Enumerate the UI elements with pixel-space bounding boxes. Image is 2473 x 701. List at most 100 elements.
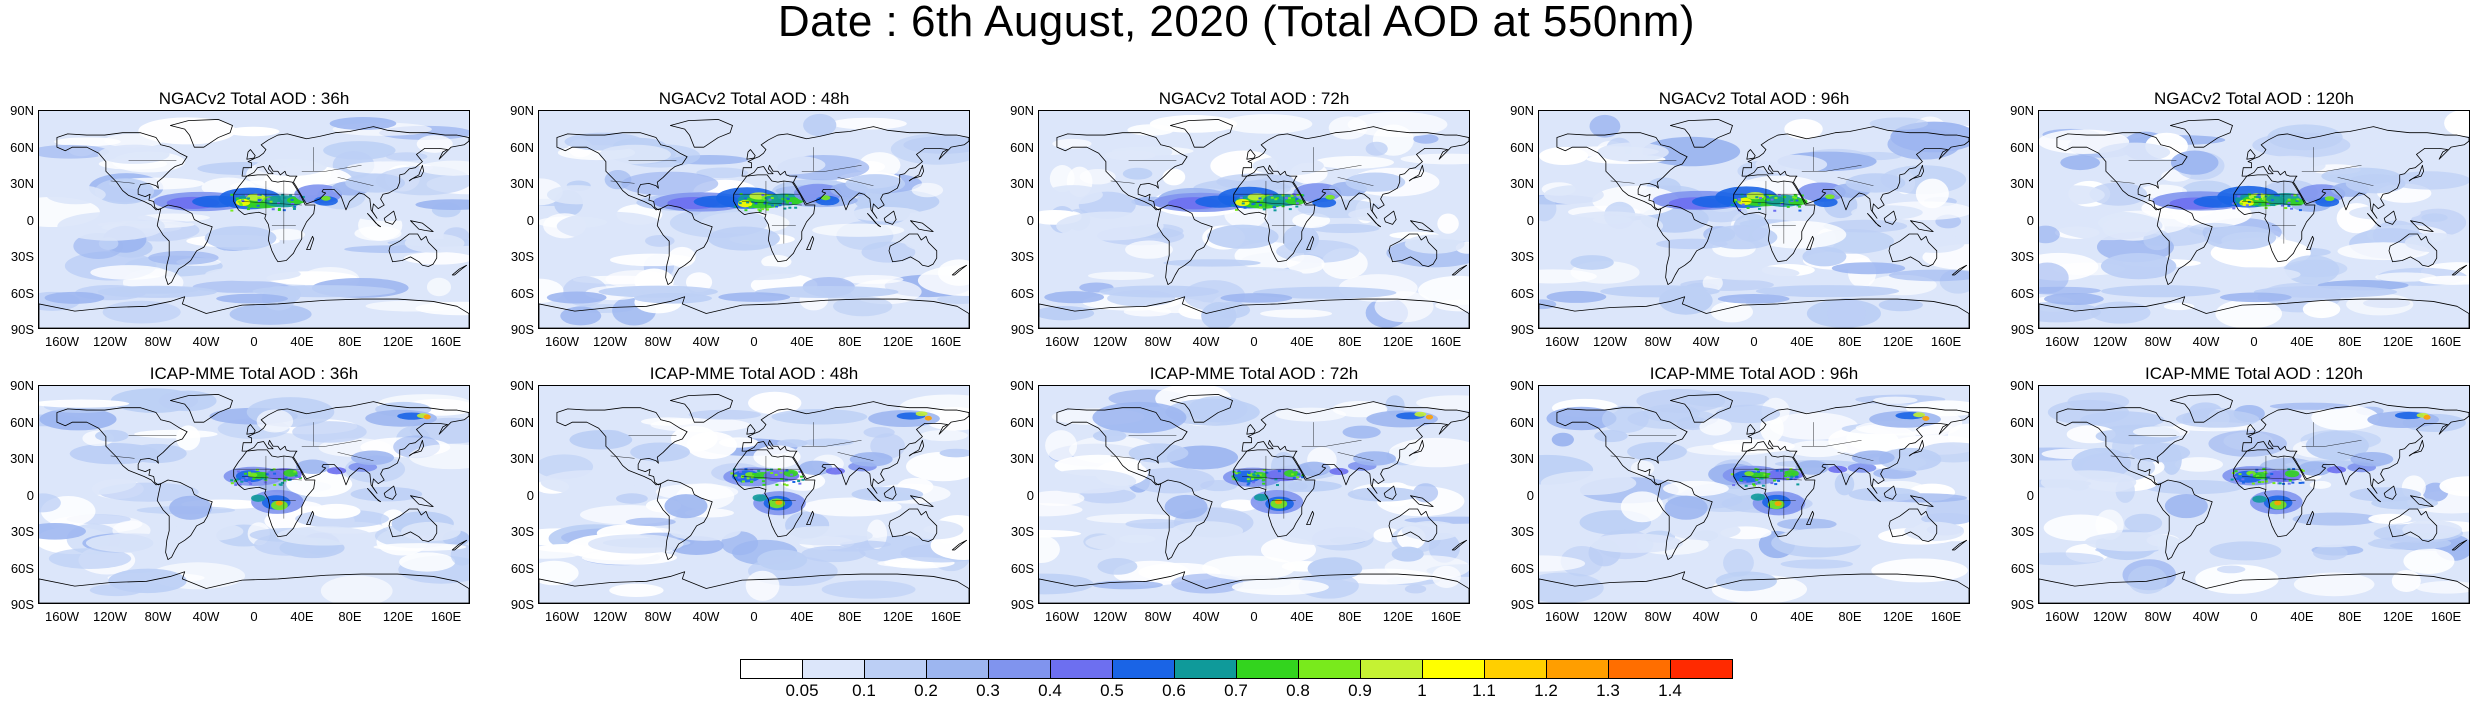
aod-map-svg	[1539, 386, 1969, 603]
latitude-tick-label: 60S	[1010, 560, 1034, 576]
map-panel: ICAP-MME Total AOD : 48h 90N 60N 30N 0 30S 60S…	[510, 364, 978, 625]
map-panel: NGACv2 Total AOD : 36h 90N 60N 30N 0 30S 60S 90…	[10, 90, 478, 350]
longitude-tick-label: 120W	[593, 334, 627, 349]
colorbar-swatch	[1670, 659, 1733, 679]
longitude-tick-label: 80W	[2144, 334, 2172, 349]
country-borders	[2110, 147, 2374, 244]
colorbar-swatch	[1174, 659, 1237, 679]
latitude-tick-label: 30N	[10, 451, 34, 466]
longitude-tick-label: 0	[2250, 609, 2258, 624]
colorbar-label: 1	[1417, 681, 1427, 700]
colorbar-swatch	[1608, 659, 1671, 679]
latitude-tick-label: 90S	[10, 597, 34, 612]
panel-title: ICAP-MME Total AOD : 36h	[149, 364, 359, 383]
colorbar-swatch	[1360, 659, 1423, 679]
longitude-tick-label: 120W	[1593, 609, 1627, 624]
latitude-tick-label: 30N	[1510, 451, 1534, 466]
panel-title: NGACv2 Total AOD : 120h	[2153, 89, 2354, 108]
colorbar-swatch	[740, 659, 803, 679]
longitude-tick-label: 0	[2250, 334, 2258, 349]
coastlines	[1039, 119, 1469, 328]
latitude-tick-label: 60N	[1010, 139, 1034, 155]
latitude-tick-label: 90S	[1510, 322, 1534, 337]
aod-plumes	[2040, 411, 2463, 552]
longitude-tick-label: 80E	[1838, 609, 1862, 624]
longitude-tick-label: 40W	[1192, 334, 1220, 349]
map-panel: NGACv2 Total AOD : 72h 90N 60N 30N 0 30S 60S 90…	[1010, 90, 1478, 350]
map-panel: ICAP-MME Total AOD : 96h 90N 60N 30N 0 30S 60S…	[1510, 365, 1978, 625]
longitude-tick-label: 120E	[1882, 334, 1914, 349]
longitude-tick-label: 40E	[1290, 334, 1314, 349]
latitude-tick-label: 30N	[510, 451, 534, 466]
longitude-tick-label: 80W	[644, 609, 672, 624]
latitude-tick-label: 60S	[2010, 285, 2034, 301]
map-panel: ICAP-MME Total AOD : 120h 90N 60N 30N 0 30S 60…	[2010, 365, 2473, 625]
longitude-tick-label: 120E	[882, 609, 914, 624]
aod-background-field	[539, 386, 969, 603]
colorbar-swatch	[1050, 659, 1113, 679]
longitude-tick-label: 80W	[644, 334, 672, 349]
latitude-tick-label: 60S	[1010, 285, 1034, 301]
colorbar-swatch	[1546, 659, 1609, 679]
latitude-tick-label: 0	[1026, 212, 1034, 228]
longitude-tick-label: 120E	[1382, 609, 1414, 624]
longitude-tick-label: 80E	[2338, 609, 2362, 624]
latitude-tick-label: 60N	[10, 414, 34, 430]
latitude-tick-label: 30N	[1010, 176, 1034, 191]
longitude-tick-label: 120W	[1593, 334, 1627, 349]
country-borders	[110, 147, 374, 244]
latitude-tick-label: 90N	[10, 378, 34, 393]
longitude-tick-label: 160W	[1545, 334, 1579, 349]
latitude-tick-label: 30S	[10, 524, 34, 539]
longitude-tick-label: 80W	[1144, 609, 1172, 624]
coastlines	[1539, 394, 1969, 603]
latitude-tick-label: 90S	[10, 322, 34, 337]
world-map	[1538, 385, 1970, 604]
latitude-tick-label: 90S	[2010, 322, 2034, 337]
coastlines	[39, 394, 469, 603]
longitude-tick-label: 160W	[1045, 609, 1079, 624]
latitude-tick-label: 30S	[510, 524, 534, 539]
longitude-tick-label: 0	[1750, 609, 1758, 624]
latitude-tick-label: 0	[1526, 487, 1534, 503]
longitude-tick-label: 80E	[338, 334, 362, 349]
longitude-tick-label: 40E	[790, 609, 814, 624]
colorbar-label: 0.4	[1038, 681, 1062, 700]
latitude-tick-label: 30S	[2010, 249, 2034, 264]
map-panel: NGACv2 Total AOD : 120h 90N 60N 30N 0 30S 60S 9…	[2010, 89, 2473, 350]
latitude-tick-label: 30S	[510, 249, 534, 264]
world-map	[2038, 385, 2470, 604]
aod-plumes	[1544, 142, 1965, 304]
aod-plumes	[1540, 410, 1965, 553]
latitude-tick-label: 90S	[510, 322, 534, 337]
country-borders	[1610, 422, 1874, 519]
latitude-tick-label: 90N	[510, 378, 534, 393]
world-map	[1038, 110, 1470, 329]
colorbar-label: 0.5	[1100, 681, 1124, 700]
longitude-tick-label: 40W	[192, 334, 220, 349]
longitude-tick-label: 0	[250, 609, 258, 624]
map-panel: ICAP-MME Total AOD : 72h 90N 60N 30N 0 30S 60S…	[1010, 365, 1478, 625]
longitude-tick-label: 160W	[2045, 609, 2079, 624]
aod-plumes	[40, 409, 461, 553]
world-map	[538, 110, 970, 329]
colorbar-swatch	[1236, 659, 1299, 679]
longitude-tick-label: 80W	[1644, 609, 1672, 624]
longitude-tick-label: 80W	[144, 609, 172, 624]
colorbar-label: 1.2	[1534, 681, 1558, 700]
longitude-tick-label: 0	[750, 334, 758, 349]
panel-title: ICAP-MME Total AOD : 48h	[649, 364, 859, 383]
country-borders	[1110, 147, 1374, 244]
colorbar-label: 0.3	[976, 681, 1000, 700]
coastlines	[2039, 119, 2469, 328]
latitude-tick-label: 30N	[2010, 451, 2034, 466]
longitude-tick-label: 120W	[93, 609, 127, 624]
latitude-tick-label: 90S	[2010, 597, 2034, 612]
world-map	[38, 110, 470, 329]
latitude-tick-label: 30S	[10, 249, 34, 264]
colorbar-swatch	[988, 659, 1051, 679]
colorbar-label: 0.1	[852, 681, 876, 700]
longitude-tick-label: 160W	[1545, 609, 1579, 624]
longitude-tick-label: 120E	[882, 334, 914, 349]
latitude-tick-label: 60N	[510, 139, 534, 155]
